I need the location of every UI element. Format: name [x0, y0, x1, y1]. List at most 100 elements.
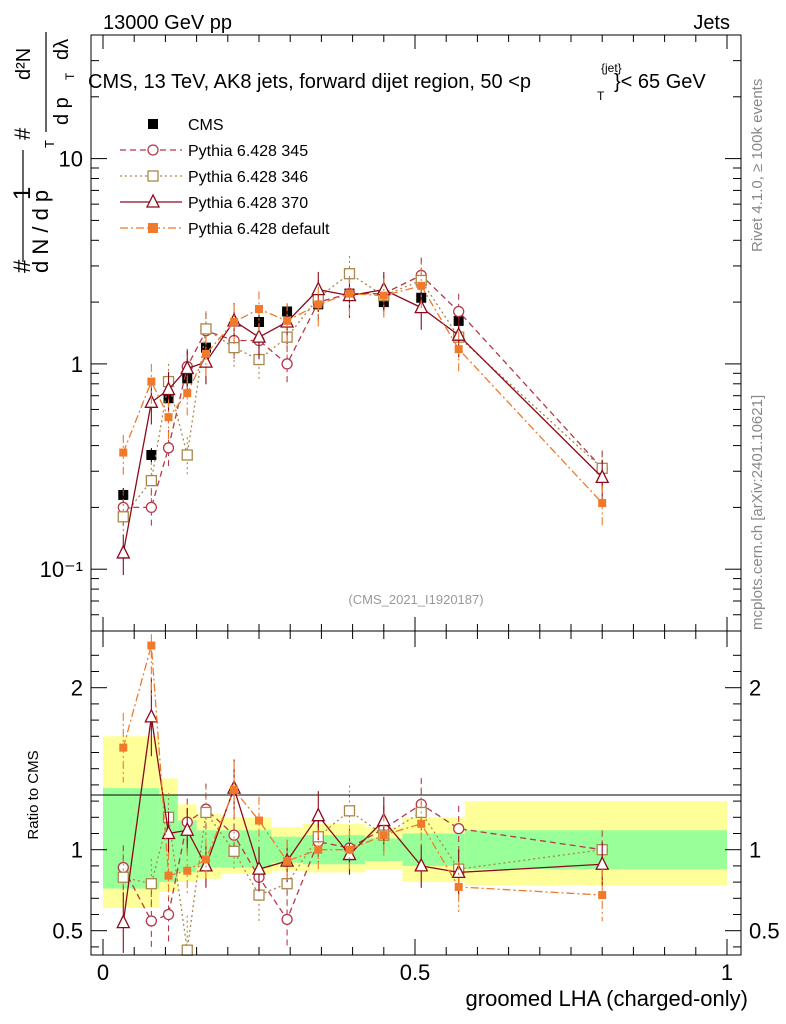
- main-point: [314, 300, 323, 309]
- ratio-y-tick-label-right: 1: [749, 838, 761, 863]
- ylabel-hash: #: [9, 259, 36, 273]
- main-point: [145, 474, 158, 487]
- ratio-point: [181, 944, 193, 956]
- main-y-tick-label: 1: [71, 352, 83, 377]
- main-y-axis-label: # 1 d N / d p T # d²N d p T dλ: [9, 32, 77, 273]
- ratio-point: [183, 866, 192, 875]
- header-right: Jets: [693, 12, 730, 34]
- x-tick-label: 0: [97, 960, 109, 985]
- ratio-point: [417, 819, 426, 828]
- title-sub: T: [597, 89, 605, 103]
- main-line-p370: [122, 288, 603, 554]
- x-tick-label: 0.5: [400, 960, 431, 985]
- ratio-point: [117, 871, 129, 883]
- x-tick-label: 1: [721, 960, 733, 985]
- ratio-point: [454, 882, 463, 891]
- main-series-p370: [116, 271, 610, 576]
- ylabel-den-sub: T: [42, 140, 57, 148]
- x-axis-label: groomed LHA (charged-only): [466, 986, 748, 1011]
- main-y-tick-label: 10: [59, 147, 83, 172]
- ratio-point: [145, 915, 158, 927]
- main-point: [162, 442, 175, 454]
- main-point: [281, 358, 293, 370]
- main-point: [379, 291, 388, 300]
- main-point: [147, 377, 156, 386]
- main-point: [255, 305, 263, 314]
- main-line-pdef: [122, 285, 603, 504]
- main-series-cms: [118, 286, 608, 503]
- ratio-ticks: 0.5 0.5 1 1 2 2 0 0.5 1: [52, 631, 780, 985]
- analysis-watermark: (CMS_2021_I1920187): [348, 592, 483, 607]
- ratio-point: [414, 857, 429, 872]
- main-series-p345: [117, 257, 608, 530]
- main-point: [164, 413, 173, 422]
- ratio-point: [162, 908, 175, 921]
- main-y-ticks: 10⁻¹ 1 10: [40, 34, 741, 632]
- ratio-point: [145, 878, 158, 890]
- main-point: [598, 499, 607, 508]
- main-point: [161, 381, 176, 396]
- ratio-series-p346: [117, 785, 608, 956]
- main-series-group: [116, 255, 610, 576]
- main-point: [595, 468, 610, 484]
- ratio-point: [343, 805, 356, 817]
- main-line-p346: [122, 272, 603, 518]
- legend-marker-p345: [147, 144, 159, 156]
- ratio-point: [228, 829, 240, 841]
- ratio-y-tick-label-left: 1: [71, 838, 83, 863]
- ratio-panel: 0.5 0.5 1 1 2 2 0 0.5 1: [52, 630, 780, 985]
- ratio-frame: [90, 630, 742, 956]
- ratio-point: [201, 855, 210, 864]
- ratio-y-tick-label-left: 0.5: [52, 919, 83, 944]
- main-series-pdef: [119, 268, 607, 526]
- main-title: CMS, 13 TeV, AK8 jets, forward dijet reg…: [88, 61, 706, 103]
- legend-label-p370: Pythia 6.428 370: [188, 195, 308, 212]
- ratio-point: [251, 860, 267, 875]
- ratio-series-pdef: [119, 634, 607, 922]
- main-point: [119, 448, 128, 457]
- header-left: 13000 GeV pp: [103, 12, 232, 34]
- legend-label-p345: Pythia 6.428 345: [188, 143, 308, 160]
- rivet-label: Rivet 4.1.0, ≥ 100k events: [749, 79, 766, 252]
- ratio-point: [453, 822, 465, 835]
- ratio-point: [311, 807, 326, 822]
- ratio-point: [144, 708, 159, 723]
- main-point: [117, 511, 129, 523]
- title-pre: CMS, 13 TeV, AK8 jets, forward dijet reg…: [88, 71, 531, 93]
- main-point: [200, 323, 212, 335]
- ratio-point: [379, 831, 388, 840]
- main-point: [251, 328, 267, 343]
- main-point: [283, 316, 292, 325]
- main-point: [417, 281, 426, 290]
- legend-marker-cms: [148, 119, 158, 129]
- main-series-p346: [117, 255, 608, 539]
- ratio-y-tick-label-right: 0.5: [749, 919, 780, 944]
- ratio-point: [283, 857, 292, 866]
- ylabel-hash2: #: [10, 127, 35, 140]
- main-point: [180, 360, 195, 375]
- ratio-point: [119, 743, 128, 752]
- main-line-p345: [123, 274, 603, 509]
- title-sup: {jet}: [601, 61, 622, 75]
- ratio-point: [314, 845, 323, 854]
- legend: CMS Pythia 6.428 345 Pythia 6.428 346 Pythi…: [120, 117, 330, 238]
- legend-marker-pdef: [148, 223, 158, 233]
- legend-label-p346: Pythia 6.428 346: [188, 169, 308, 186]
- main-point: [345, 289, 354, 298]
- ratio-point: [451, 863, 466, 879]
- ratio-point: [345, 845, 354, 854]
- ratio-point: [253, 889, 265, 901]
- main-point: [146, 449, 157, 460]
- legend-marker-p346: [147, 170, 159, 182]
- ratio-point: [180, 821, 195, 836]
- ratio-point: [228, 845, 240, 857]
- legend-label-pdef: Pythia 6.428 default: [188, 221, 330, 238]
- ratio-point: [281, 913, 293, 926]
- main-point: [230, 317, 239, 326]
- mcplots-label: mcplots.cern.ch [arXiv:2401.10621]: [749, 395, 766, 630]
- main-y-tick-label: 10⁻¹: [40, 557, 83, 582]
- ratio-line-p345: [122, 803, 603, 922]
- ratio-point: [598, 891, 607, 900]
- legend-marker-p370: [145, 193, 161, 208]
